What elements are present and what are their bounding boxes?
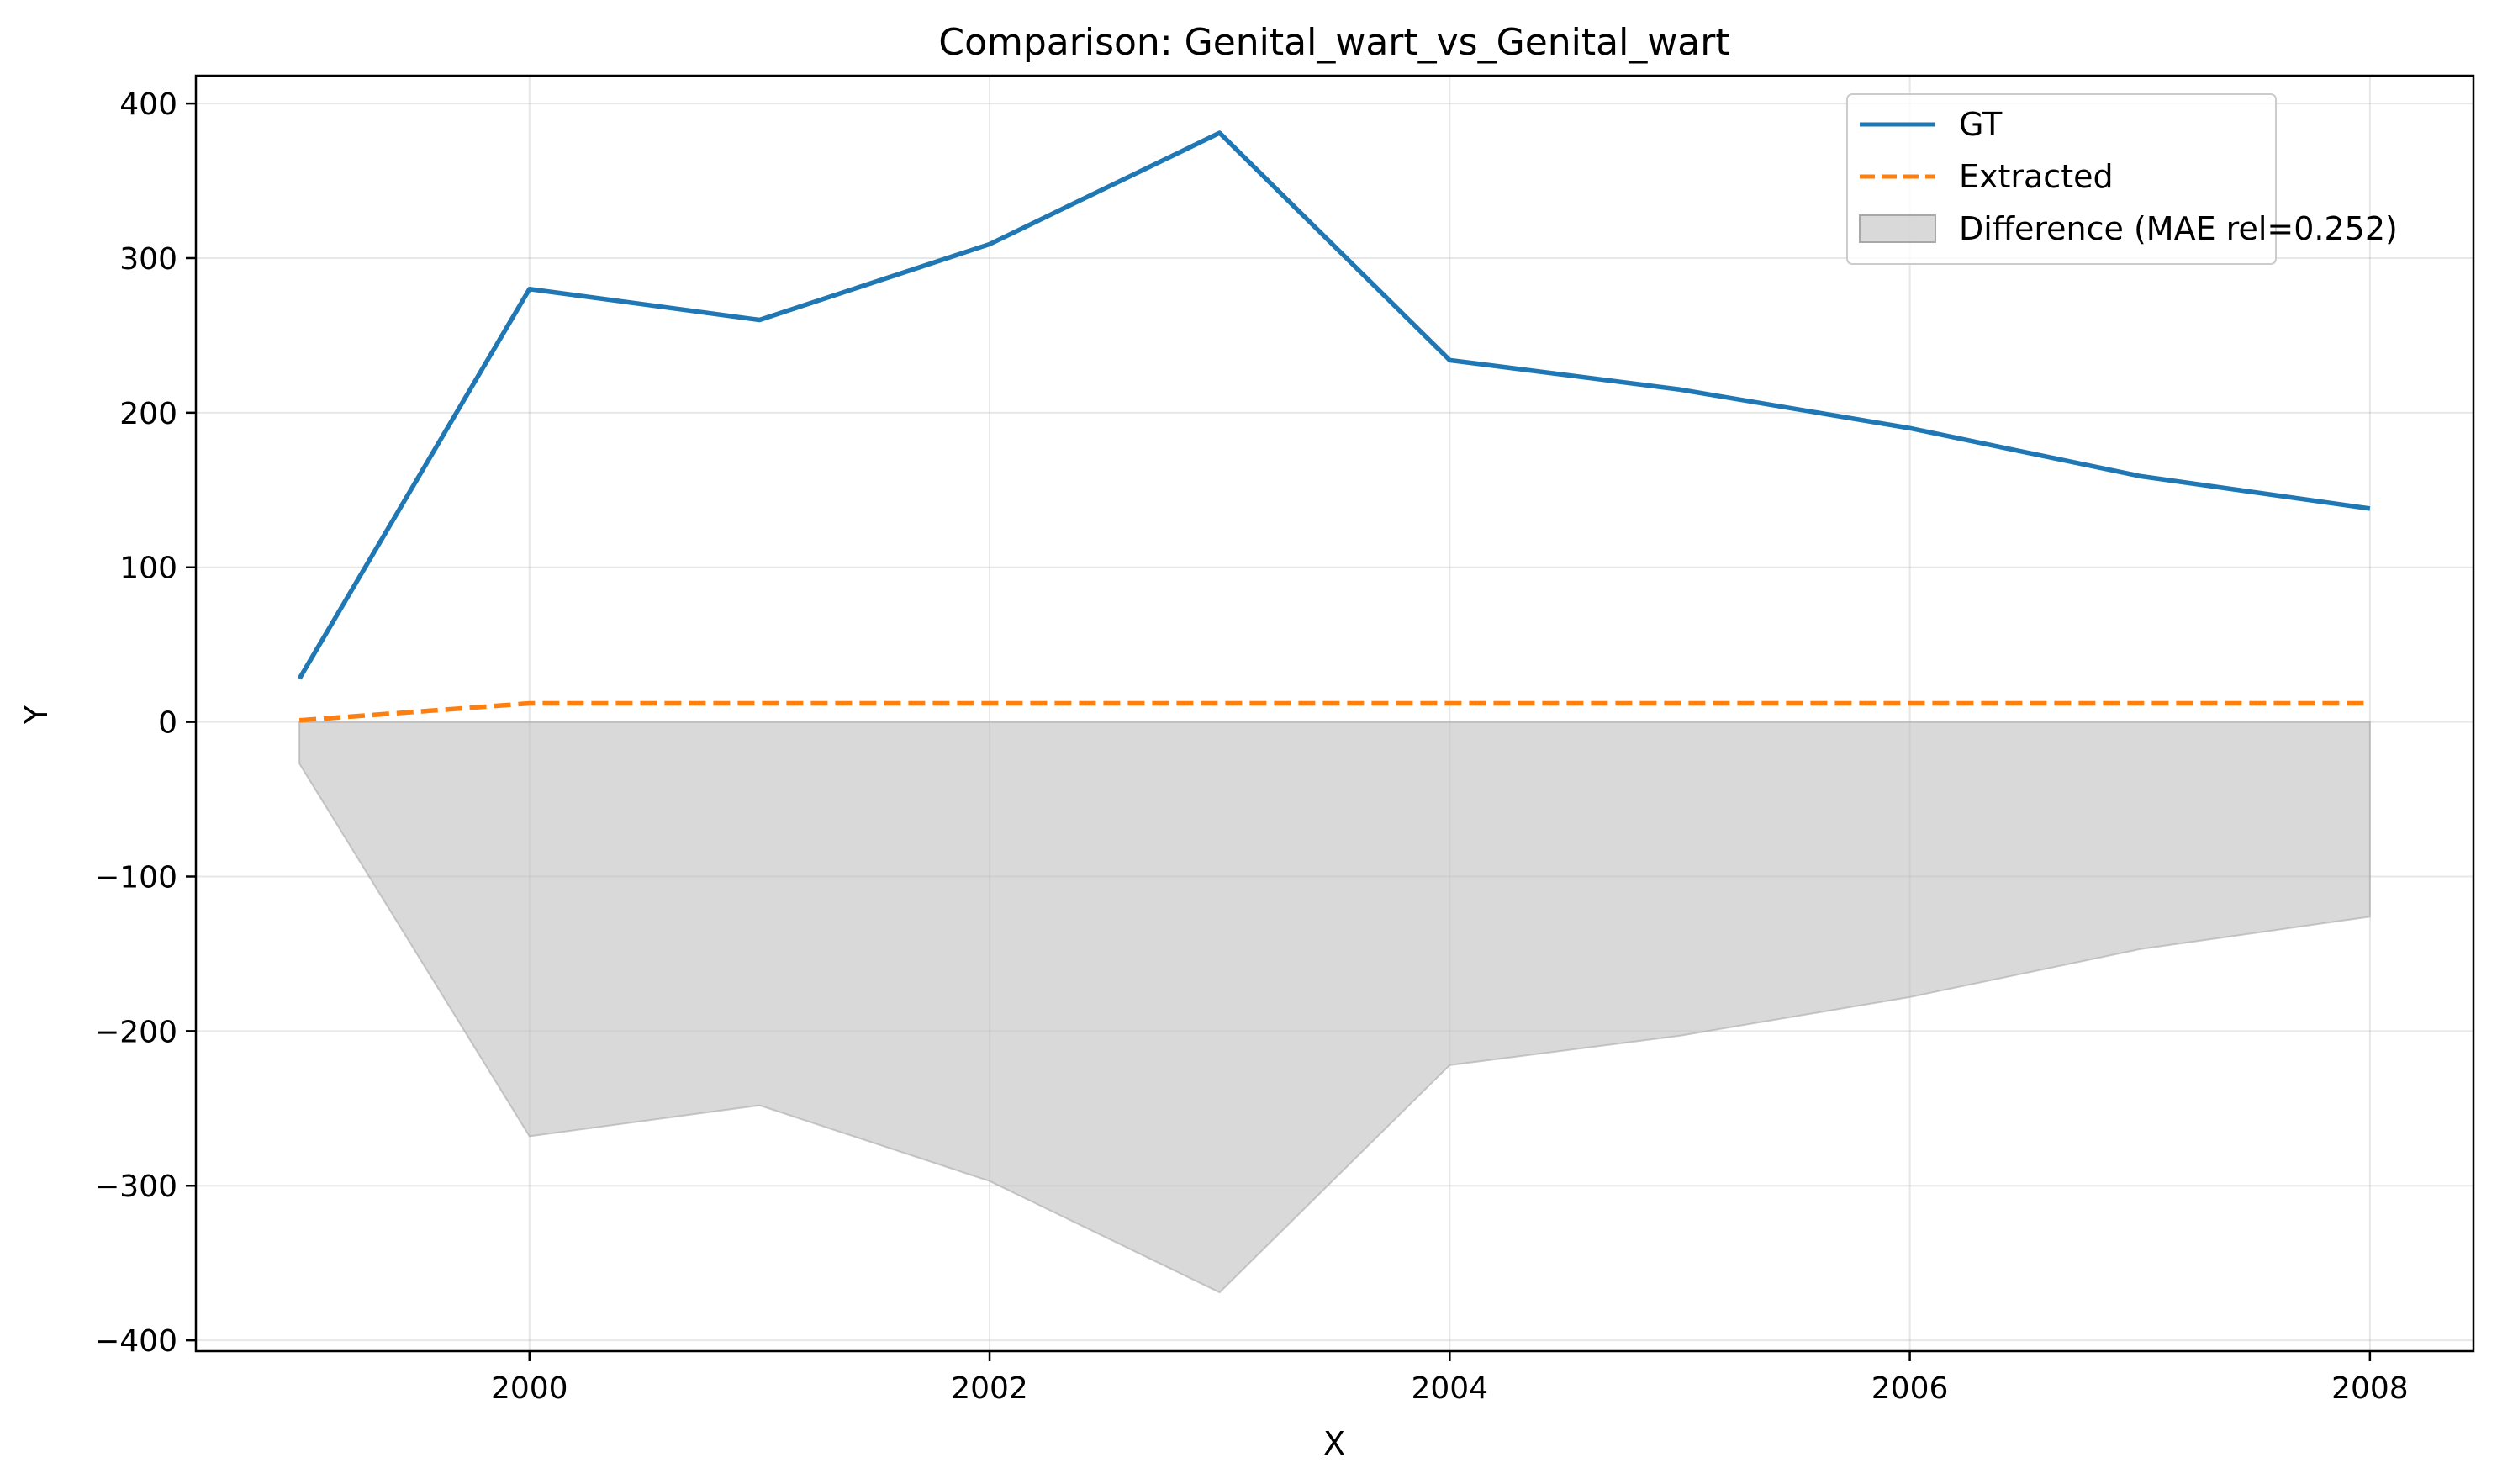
legend-gt-label: GT: [1959, 106, 2003, 143]
x-tick-label: 2008: [2331, 1371, 2409, 1406]
chart-title: Comparison: Genital_wart_vs_Genital_wart: [938, 21, 1729, 64]
legend-extracted-label: Extracted: [1959, 158, 2114, 195]
y-tick-label: 100: [119, 552, 177, 586]
axes-layer: [194, 74, 2475, 1353]
y-tick-label: −100: [94, 860, 177, 895]
y-tick-label: 0: [158, 706, 177, 741]
series-line-gt: [297, 130, 2371, 680]
y-tick-label: 200: [119, 397, 177, 431]
x-axis-label: X: [1323, 1425, 1345, 1462]
series-line-layer: [297, 130, 2371, 723]
y-tick-label: −400: [94, 1324, 177, 1359]
y-tick-label: −300: [94, 1170, 177, 1204]
x-tick-label: 2006: [1871, 1371, 1949, 1406]
x-tick-label: 2002: [951, 1371, 1028, 1406]
legend-frame: [1846, 93, 2277, 265]
difference-area-layer: [298, 721, 2371, 1294]
y-tick-label: −200: [94, 1015, 177, 1049]
series-line-extracted: [298, 700, 2370, 723]
difference-area: [298, 721, 2371, 1294]
x-tick-label: 2000: [491, 1371, 568, 1406]
tick-layer: 2000 2002 2004 2006 2008 400 300 200 100 0 −100 −20…: [94, 87, 2409, 1406]
legend-difference-label: Difference (MAE rel=0.252): [1959, 210, 2398, 247]
x-tick-label: 2004: [1412, 1371, 1489, 1406]
axes-frame: [194, 74, 2475, 1353]
legend: GT Extracted Difference (MAE rel=0.252): [1846, 93, 2398, 265]
y-tick-label: 400: [119, 87, 177, 122]
legend-difference-swatch: [1859, 214, 1936, 243]
y-axis-label: Y: [18, 705, 55, 726]
y-tick-label: 300: [119, 242, 177, 277]
